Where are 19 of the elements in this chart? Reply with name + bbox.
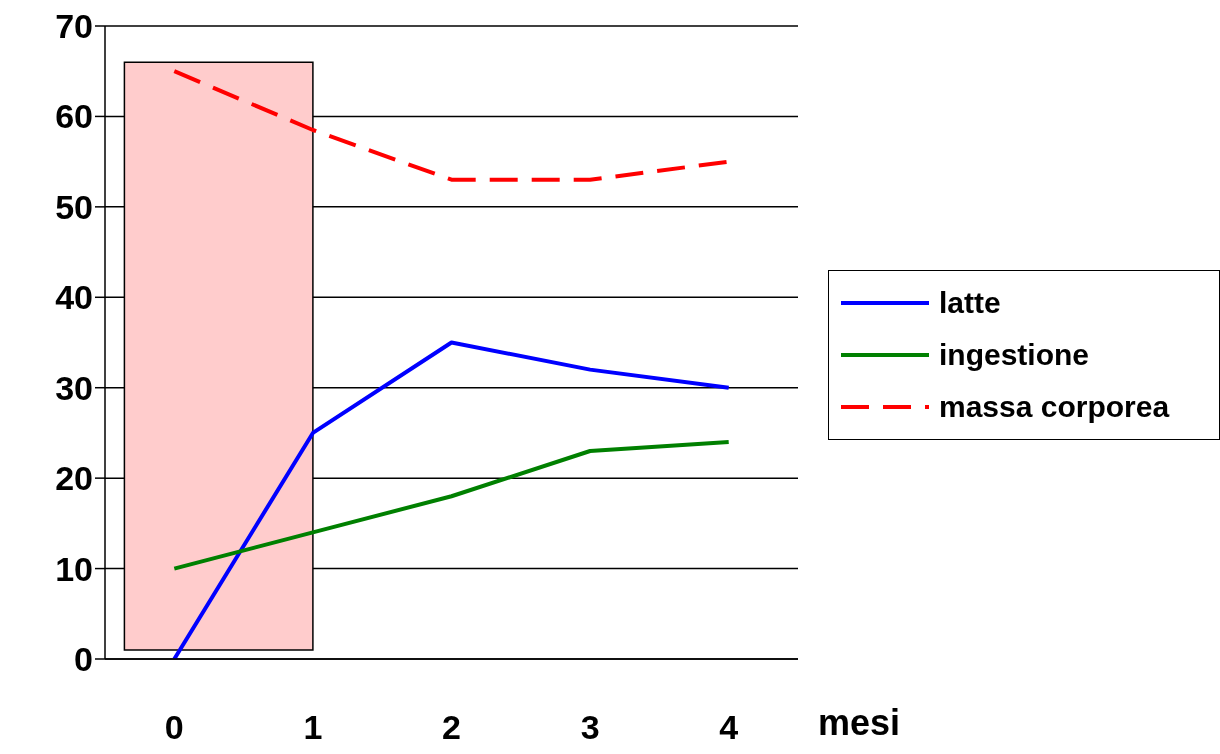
x-tick-label: 4 [719, 708, 739, 747]
x-tick-label: 1 [303, 708, 323, 747]
legend-label: massa corporea [939, 390, 1170, 424]
legend-label: ingestione [939, 338, 1090, 372]
y-tick-label: 70 [55, 7, 93, 46]
y-tick-label: 60 [55, 97, 93, 136]
x-tick-label: 2 [442, 708, 461, 747]
x-tick-label: 3 [580, 708, 600, 747]
y-tick-label: 10 [55, 549, 93, 588]
y-tick-label: 40 [55, 278, 93, 317]
line-series [172, 439, 731, 571]
y-tick-label: 50 [55, 187, 93, 226]
y-tick-label: 20 [55, 459, 93, 498]
y-tick-label: 30 [55, 368, 93, 407]
line-series [172, 340, 731, 659]
y-tick-label: 0 [74, 640, 93, 679]
x-tick-label: 0 [164, 708, 184, 747]
legend-label: latte [939, 286, 1001, 320]
x-axis-title: mesi [818, 702, 901, 744]
